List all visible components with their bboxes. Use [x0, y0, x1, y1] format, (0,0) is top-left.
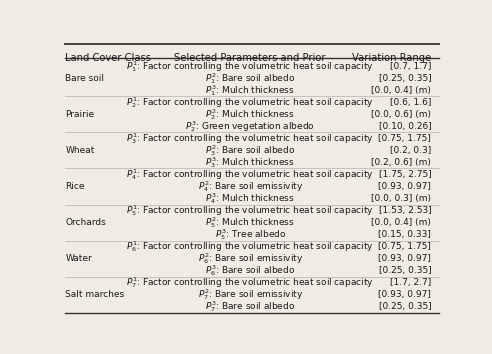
Text: Selected Parameters and Prior: Selected Parameters and Prior: [175, 52, 326, 63]
Text: $P_{7}^{3}$: Bare soil albedo: $P_{7}^{3}$: Bare soil albedo: [205, 299, 295, 314]
Text: Prairie: Prairie: [65, 110, 94, 119]
Text: Variation Range: Variation Range: [352, 52, 431, 63]
Text: [0.0, 0.4] (m): [0.0, 0.4] (m): [371, 218, 431, 227]
Text: Land Cover Class: Land Cover Class: [65, 52, 152, 63]
Text: $P_{2}^{3}$: Green vegetation albedo: $P_{2}^{3}$: Green vegetation albedo: [185, 119, 315, 134]
Text: Orchards: Orchards: [65, 218, 106, 227]
Text: $P_{3}^{3}$: Mulch thickness: $P_{3}^{3}$: Mulch thickness: [205, 155, 295, 170]
Text: [0.93, 0.97]: [0.93, 0.97]: [378, 254, 431, 263]
Text: [0.10, 0.26]: [0.10, 0.26]: [379, 122, 431, 131]
Text: [0.2, 0.6] (m): [0.2, 0.6] (m): [371, 158, 431, 167]
Text: Bare soil: Bare soil: [65, 74, 104, 83]
Text: [1.53, 2.53]: [1.53, 2.53]: [379, 206, 431, 215]
Text: [0.15, 0.33]: [0.15, 0.33]: [378, 230, 431, 239]
Text: $P_{1}^{1}$: Factor controlling the volumetric heat soil capacity: $P_{1}^{1}$: Factor controlling the volu…: [126, 59, 374, 74]
Text: [0.0, 0.3] (m): [0.0, 0.3] (m): [371, 194, 431, 203]
Text: $P_{2}^{1}$: Factor controlling the volumetric heat soil capacity: $P_{2}^{1}$: Factor controlling the volu…: [126, 95, 374, 110]
Text: $P_{4}^{1}$: Factor controlling the volumetric heat soil capacity: $P_{4}^{1}$: Factor controlling the volu…: [126, 167, 374, 182]
Text: Wheat: Wheat: [65, 146, 94, 155]
Text: $P_{6}^{1}$: Factor controlling the volumetric heat soil capacity: $P_{6}^{1}$: Factor controlling the volu…: [126, 239, 374, 254]
Text: Water: Water: [65, 254, 92, 263]
Text: [0.6, 1.6]: [0.6, 1.6]: [390, 98, 431, 107]
Text: $P_{7}^{1}$: Factor controlling the volumetric heat soil capacity: $P_{7}^{1}$: Factor controlling the volu…: [126, 275, 374, 290]
Text: $P_{3}^{2}$: Bare soil albedo: $P_{3}^{2}$: Bare soil albedo: [205, 143, 295, 158]
Text: $P_{2}^{2}$: Mulch thickness: $P_{2}^{2}$: Mulch thickness: [205, 107, 295, 122]
Text: [0.25, 0.35]: [0.25, 0.35]: [379, 74, 431, 83]
Text: $P_{3}^{1}$: Factor controlling the volumetric heat soil capacity: $P_{3}^{1}$: Factor controlling the volu…: [126, 131, 374, 146]
Text: [0.75, 1.75]: [0.75, 1.75]: [378, 134, 431, 143]
Text: $P_{1}^{2}$: Bare soil albedo: $P_{1}^{2}$: Bare soil albedo: [205, 71, 295, 86]
Text: $P_{4}^{2}$: Bare soil emissivity: $P_{4}^{2}$: Bare soil emissivity: [198, 179, 303, 194]
Text: [0.25, 0.35]: [0.25, 0.35]: [379, 302, 431, 312]
Text: [0.93, 0.97]: [0.93, 0.97]: [378, 290, 431, 299]
Text: $P_{7}^{2}$: Bare soil emissivity: $P_{7}^{2}$: Bare soil emissivity: [198, 287, 303, 302]
Text: Salt marches: Salt marches: [65, 290, 124, 299]
Text: $P_{5}^{1}$: Factor controlling the volumetric heat soil capacity: $P_{5}^{1}$: Factor controlling the volu…: [126, 203, 374, 218]
Text: $P_{5}^{3}$: Tree albedo: $P_{5}^{3}$: Tree albedo: [215, 227, 286, 242]
Text: [0.7, 1.7]: [0.7, 1.7]: [390, 62, 431, 71]
Text: $P_{5}^{2}$: Mulch thickness: $P_{5}^{2}$: Mulch thickness: [205, 215, 295, 230]
Text: [0.93, 0.97]: [0.93, 0.97]: [378, 182, 431, 191]
Text: [0.2, 0.3]: [0.2, 0.3]: [390, 146, 431, 155]
Text: [0.25, 0.35]: [0.25, 0.35]: [379, 266, 431, 275]
Text: [0.0, 0.6] (m): [0.0, 0.6] (m): [371, 110, 431, 119]
Text: $P_{6}^{3}$: Bare soil albedo: $P_{6}^{3}$: Bare soil albedo: [205, 263, 295, 278]
Text: $P_{6}^{2}$: Bare soil emissivity: $P_{6}^{2}$: Bare soil emissivity: [198, 251, 303, 266]
Text: [0.0, 0.4] (m): [0.0, 0.4] (m): [371, 86, 431, 95]
Text: Rice: Rice: [65, 182, 85, 191]
Text: [1.75, 2.75]: [1.75, 2.75]: [379, 170, 431, 179]
Text: $P_{4}^{3}$: Mulch thickness: $P_{4}^{3}$: Mulch thickness: [205, 191, 295, 206]
Text: [1.7, 2.7]: [1.7, 2.7]: [390, 278, 431, 287]
Text: [0.75, 1.75]: [0.75, 1.75]: [378, 242, 431, 251]
Text: $P_{1}^{3}$: Mulch thickness: $P_{1}^{3}$: Mulch thickness: [205, 83, 295, 98]
